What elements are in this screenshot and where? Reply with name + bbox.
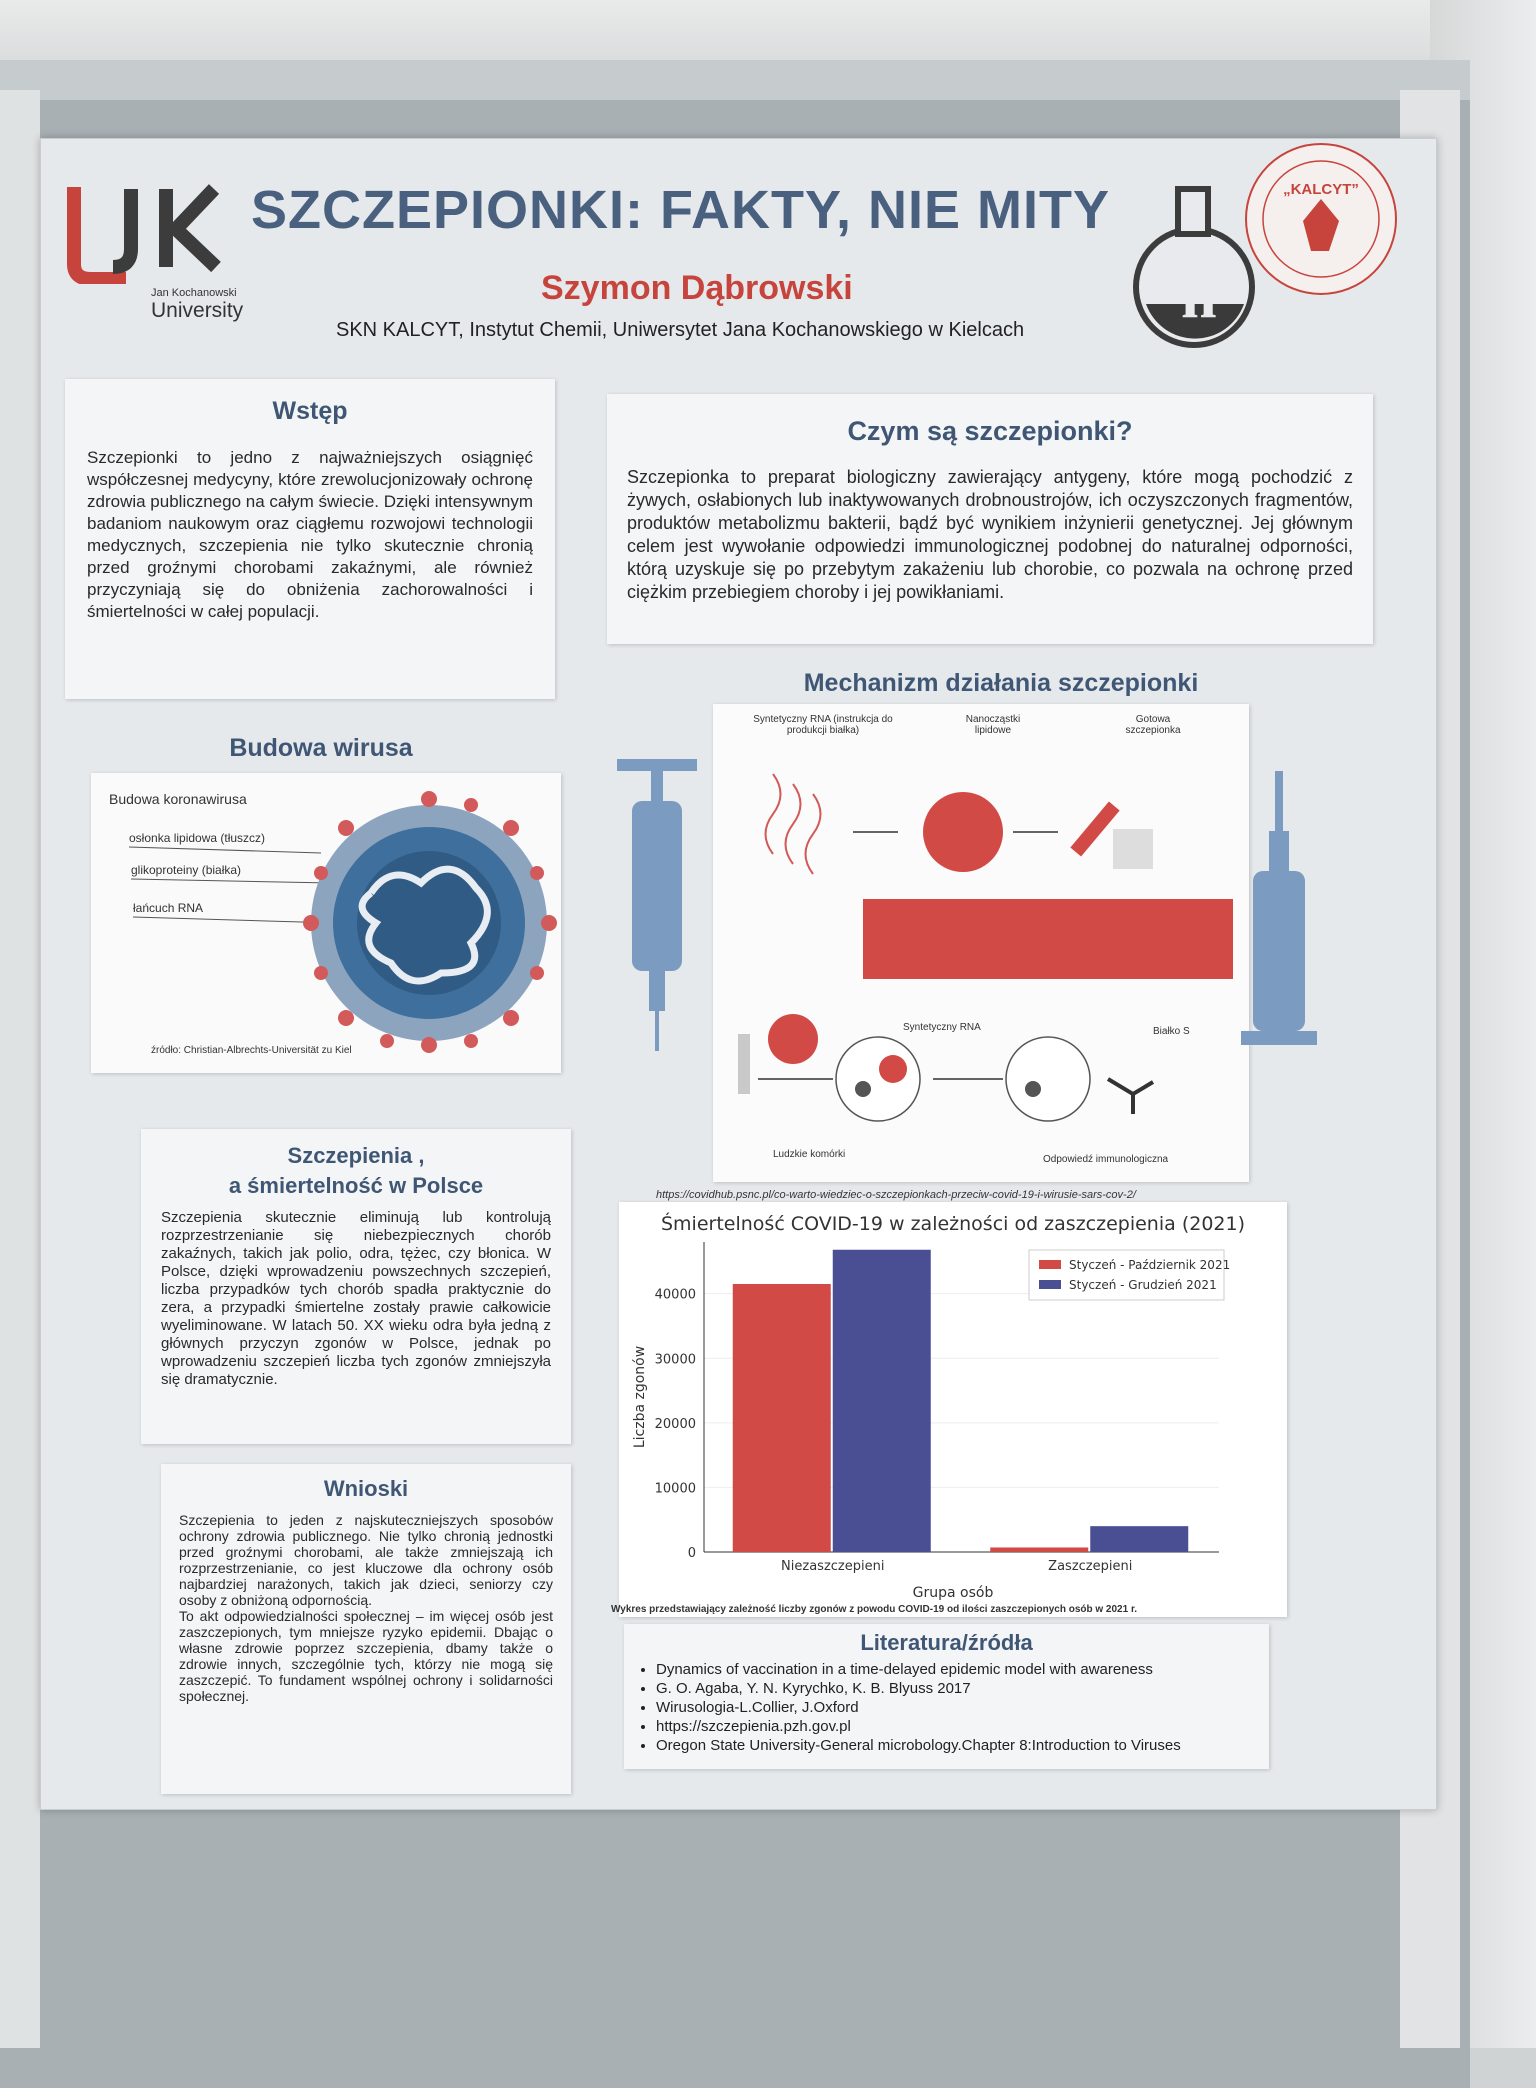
reference-item: G. O. Agaba, Y. N. Kyrychko, K. B. Blyus… xyxy=(656,1679,1257,1698)
reference-item: https://szczepienia.pzh.gov.pl xyxy=(656,1717,1257,1736)
intro-panel: Wstęp Szczepionki to jedno z najważniejs… xyxy=(65,379,555,699)
chart-legend-label: Styczeń - Październik 2021 xyxy=(1069,1258,1230,1272)
chart-legend-box xyxy=(1028,1249,1225,1301)
chart-ytick-label: 0 xyxy=(688,1546,696,1561)
virus-label-glycoproteins: glikoproteiny (białka) xyxy=(131,863,242,877)
chart-bar xyxy=(732,1283,831,1552)
logo-line1: Jan Kochanowski xyxy=(151,287,237,299)
mortality-text: Szczepienia skutecznie eliminują lub kon… xyxy=(161,1209,551,1388)
chart-ytick-label: 40000 xyxy=(655,1288,696,1303)
conclusions-panel: Wnioski Szczepienia to jeden z najskutec… xyxy=(161,1464,571,1794)
poster: Jan Kochanowski University SZCZEPIONKI: … xyxy=(40,138,1437,1810)
mechanism-label-immune-response: Odpowiedź immunologiczna xyxy=(1043,1154,1169,1165)
what-are-vaccines-text: Szczepionka to preparat biologiczny zawi… xyxy=(627,467,1353,602)
mortality-panel: Szczepienia , a śmiertelność w Polsce Sz… xyxy=(141,1129,571,1444)
svg-text:h: h xyxy=(1181,260,1217,331)
university-logo: Jan Kochanowski University xyxy=(66,179,266,322)
mortality-heading-line2: a śmiertelność w Polsce xyxy=(228,1173,484,1198)
references-heading: Literatura/źródła xyxy=(860,1630,1033,1655)
references-panel: Literatura/źródła Dynamics of vaccinatio… xyxy=(624,1624,1269,1769)
chart-ytick-label: 30000 xyxy=(655,1352,696,1367)
syringe-icon-right xyxy=(1241,771,1317,1045)
seal-name: „KALCYT” xyxy=(1283,181,1359,198)
mechanism-source-url: https://covidhub.psnc.pl/co-warto-wiedzi… xyxy=(656,1189,1136,1201)
poster-title: SZCZEPIONKI: FAKTY, NIE MITY xyxy=(251,180,1111,240)
mechanism-label-protein-s: Białko S xyxy=(1153,1026,1190,1037)
reference-item: Oregon State University-General microbol… xyxy=(656,1736,1257,1755)
chart-ytick-label: 20000 xyxy=(655,1417,696,1432)
background-wall xyxy=(0,0,1536,70)
chart-legend-swatch xyxy=(1039,1260,1061,1269)
reference-item: Wirusologia-L.Collier, J.Oxford xyxy=(656,1698,1257,1717)
poster-author: Szymon Dąbrowski xyxy=(541,269,853,307)
chart-panel: Śmiertelność COVID-19 w zależności od za… xyxy=(619,1202,1287,1617)
virus-label-rna: łańcuch RNA xyxy=(133,901,204,915)
chart-legend-label: Styczeń - Grudzień 2021 xyxy=(1069,1278,1217,1292)
chart-title: Śmiertelność COVID-19 w zależności od za… xyxy=(661,1211,1245,1235)
mechanism-diagram xyxy=(738,773,1233,1122)
poster-affiliation: SKN KALCYT, Instytut Chemii, Uniwersytet… xyxy=(336,319,1025,341)
syringe-icon xyxy=(617,759,697,1051)
mechanism-heading: Mechanizm działania szczepionki xyxy=(803,669,1199,697)
virus-structure-panel: Budowa koronawirusa osłonka lipidowa (tł… xyxy=(91,773,561,1073)
virus-label-envelope: osłonka lipidowa (tłuszcz) xyxy=(129,831,266,845)
ujk-logo-icon xyxy=(67,184,221,286)
virus-source: źródło: Christian-Albrechts-Universität … xyxy=(151,1045,352,1056)
chart-bar xyxy=(990,1547,1089,1552)
chart-legend-swatch xyxy=(1039,1280,1061,1289)
chart-caption: Wykres przedstawiający zależność liczby … xyxy=(611,1604,1138,1615)
virus-structure-heading: Budowa wirusa xyxy=(229,734,413,762)
chart-xtick-label: Niezaszczepieni xyxy=(781,1559,884,1574)
coronavirus-diagram xyxy=(128,791,557,1053)
chart-bar xyxy=(832,1249,931,1552)
what-are-vaccines-panel: Czym są szczepionki? Szczepionka to prep… xyxy=(607,394,1373,644)
mechanism-label-vaccine: Gotowa szczepionka xyxy=(1125,714,1181,736)
chart-ylabel: Liczba zgonów xyxy=(632,1346,648,1448)
kalcyt-seal: „KALCYT” xyxy=(1241,139,1401,299)
intro-text: Szczepionki to jedno z najważniejszych o… xyxy=(87,448,533,621)
intro-heading: Wstęp xyxy=(272,397,348,425)
kalcyt-seal-icon xyxy=(1245,143,1397,295)
mortality-bar-chart: Śmiertelność COVID-19 w zależności od za… xyxy=(632,1211,1245,1601)
virus-figure-title: Budowa koronawirusa xyxy=(109,791,247,807)
chart-xtick-label: Zaszczepieni xyxy=(1048,1559,1132,1574)
mechanism-label-nanoparticles: Nanocząstki lipidowe xyxy=(965,714,1021,736)
chart-xlabel: Grupa osób xyxy=(913,1585,994,1601)
reference-item: Dynamics of vaccination in a time-delaye… xyxy=(656,1660,1257,1679)
flask-icon: h xyxy=(1126,179,1266,349)
conclusions-heading: Wnioski xyxy=(323,1476,409,1501)
what-are-vaccines-heading: Czym są szczepionki? xyxy=(847,416,1133,446)
mechanism-label-human-cells: Ludzkie komórki xyxy=(773,1149,846,1160)
logo-line2: University xyxy=(151,299,244,322)
references-list: Dynamics of vaccination in a time-delaye… xyxy=(636,1660,1257,1755)
stand-frame-left xyxy=(0,90,40,2048)
mechanism-label-rna: Syntetyczny RNA (instrukcja do produkcji… xyxy=(753,714,893,736)
mechanism-label-synthetic-rna: Syntetyczny RNA xyxy=(903,1022,981,1033)
chart-bar xyxy=(1090,1526,1189,1552)
mechanism-panel: Syntetyczny RNA (instrukcja do produkcji… xyxy=(713,704,1249,1182)
mortality-heading-line1: Szczepienia , xyxy=(287,1143,425,1168)
conclusions-text: Szczepienia to jeden z najskuteczniejszy… xyxy=(179,1512,553,1704)
chart-ytick-label: 10000 xyxy=(655,1481,696,1496)
